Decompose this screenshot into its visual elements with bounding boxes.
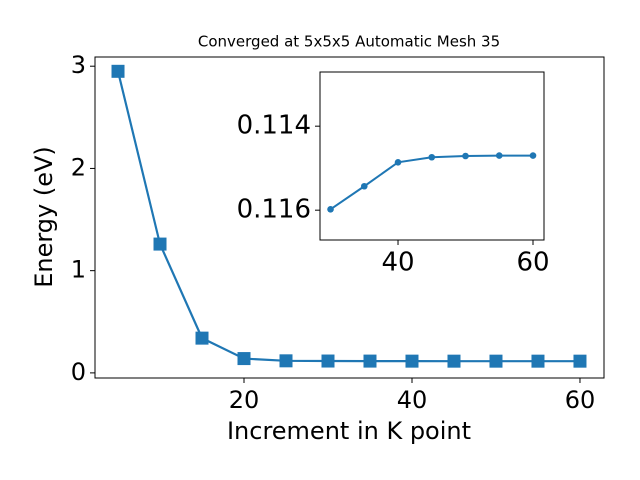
y-tick-label: 0 — [71, 358, 86, 386]
data-point — [489, 354, 503, 368]
data-point — [462, 152, 469, 160]
data-point — [195, 331, 209, 345]
data-point — [153, 237, 167, 251]
chart-title: Converged at 5x5x5 Automatic Mesh 35 — [198, 33, 500, 51]
y-tick-label: 0.116 — [237, 195, 311, 225]
x-axis-label: Increment in K point — [227, 417, 471, 445]
y-tick-label: 2 — [71, 153, 86, 181]
data-point — [529, 152, 537, 159]
data-point — [394, 159, 402, 166]
data-line — [116, 71, 580, 363]
y-tick-label: 1 — [71, 256, 86, 284]
data-point — [321, 354, 335, 368]
x-tick-label: 40 — [397, 386, 428, 414]
data-point — [327, 206, 334, 213]
data-point — [405, 354, 419, 368]
x-tick-label: 40 — [381, 248, 414, 278]
data-point — [237, 352, 251, 366]
data-point — [363, 354, 377, 368]
x-tick-label: 60 — [516, 248, 549, 278]
data-point — [573, 354, 587, 368]
data-point — [279, 354, 293, 368]
data-point — [495, 152, 503, 159]
y-tick-label: 0.114 — [237, 111, 311, 141]
data-point — [447, 354, 461, 368]
x-tick-label: 60 — [565, 386, 596, 414]
data-point — [428, 153, 436, 161]
data-point — [360, 182, 368, 190]
y-tick-label: 3 — [71, 51, 86, 79]
x-tick-label: 20 — [229, 386, 260, 414]
data-point — [111, 64, 125, 78]
y-axis-label: Energy (eV) — [30, 146, 58, 288]
data-point — [531, 354, 545, 368]
